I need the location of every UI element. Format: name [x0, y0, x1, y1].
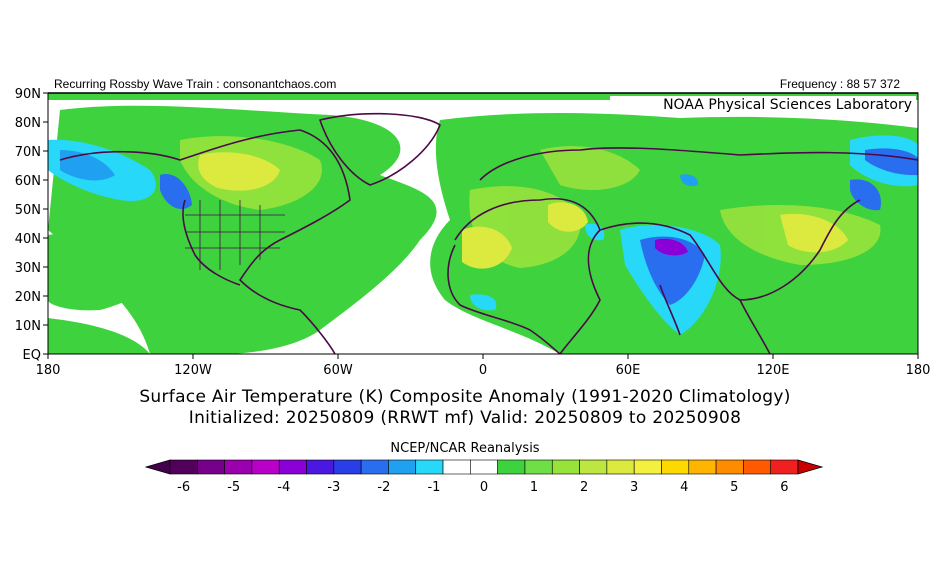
map-title: Surface Air Temperature (K) Composite An… — [139, 387, 791, 407]
anomaly-shading-warm — [198, 152, 848, 269]
colorbar-swatch — [579, 459, 608, 475]
colorbar-swatch — [360, 459, 389, 475]
colorbar-swatch — [442, 459, 471, 475]
colorbar: -6 -5 -4 -3 -2 -1 0 1 2 3 4 5 6 — [144, 459, 824, 495]
map-plot-area — [48, 93, 918, 354]
colorbar-swatch — [388, 459, 417, 475]
us-state-grid — [185, 200, 285, 270]
map-header-left: Recurring Rossby Wave Train : consonantc… — [54, 77, 337, 91]
lat-label: 10N — [15, 319, 41, 334]
colorbar-tick-label: -4 — [277, 480, 290, 495]
colorbar-tick-label: 2 — [580, 480, 588, 495]
colorbar-swatch — [415, 459, 444, 475]
colorbar-swatch — [743, 459, 771, 475]
colorbar-swatch — [633, 459, 662, 475]
lon-label: 180 — [36, 363, 61, 378]
lat-label: 40N — [15, 232, 41, 247]
lat-label: 60N — [15, 174, 41, 189]
lon-label: 180 — [906, 363, 930, 378]
colorbar-over-arrow — [797, 459, 824, 475]
lab-label: NOAA Physical Sciences Laboratory — [663, 97, 912, 113]
lon-label: 0 — [479, 363, 487, 378]
colorbar-swatch — [278, 459, 307, 475]
colorbar-title: NCEP/NCAR Reanalysis — [390, 441, 540, 456]
lat-label: 30N — [15, 261, 41, 276]
colorbar-swatch — [224, 459, 253, 475]
colorbar-swatch — [497, 459, 526, 475]
lat-label: EQ — [23, 348, 41, 363]
colorbar-swatch — [333, 459, 362, 475]
latitude-axis: 90N 80N 70N 60N 50N 40N 30N 20N 10N EQ — [15, 87, 48, 363]
colorbar-swatch — [551, 459, 580, 475]
lat-label: 80N — [15, 116, 41, 131]
colorbar-swatch — [770, 459, 799, 475]
colorbar-swatch — [715, 459, 744, 475]
map-subtitle: Initialized: 20250809 (RRWT mf) Valid: 2… — [188, 408, 742, 428]
lat-label: 20N — [15, 290, 41, 305]
colorbar-swatch — [197, 459, 225, 475]
anomaly-shading-cold — [48, 135, 918, 335]
lon-label: 60E — [616, 363, 641, 378]
longitude-axis: 180 120W 60W 0 60E 120E 180 — [36, 354, 930, 378]
colorbar-swatch — [688, 459, 717, 475]
lat-label: 70N — [15, 145, 41, 160]
colorbar-tick-label: 3 — [630, 480, 638, 495]
colorbar-tick-label: -3 — [327, 480, 340, 495]
lon-label: 120W — [174, 363, 212, 378]
lat-label: 90N — [15, 87, 41, 102]
lab-label-box — [610, 96, 916, 113]
colorbar-under-arrow — [144, 459, 171, 475]
colorbar-tick-label: 6 — [780, 480, 788, 495]
colorbar-tick-label: -6 — [177, 480, 190, 495]
map-header-right: Frequency : 88 57 372 — [779, 77, 900, 91]
lat-label: 50N — [15, 203, 41, 218]
colorbar-tick-label: -1 — [427, 480, 440, 495]
colorbar-tick-label: 5 — [730, 480, 738, 495]
colorbar-swatch — [661, 459, 690, 475]
colorbar-tick-label: 4 — [680, 480, 688, 495]
lon-label: 120E — [756, 363, 789, 378]
colorbar-tick-label: 1 — [530, 480, 538, 495]
colorbar-swatch — [470, 459, 498, 475]
colorbar-swatch — [306, 459, 335, 475]
colorbar-tick-label: -5 — [227, 480, 240, 495]
colorbar-swatch — [606, 459, 635, 475]
colorbar-tick-label: -2 — [377, 480, 390, 495]
colorbar-tick-label: 0 — [480, 480, 488, 495]
continent-outlines — [59, 112, 918, 354]
lon-label: 60W — [323, 363, 353, 378]
colorbar-swatch — [251, 459, 280, 475]
colorbar-swatch — [169, 459, 198, 475]
colorbar-swatch — [524, 459, 553, 475]
